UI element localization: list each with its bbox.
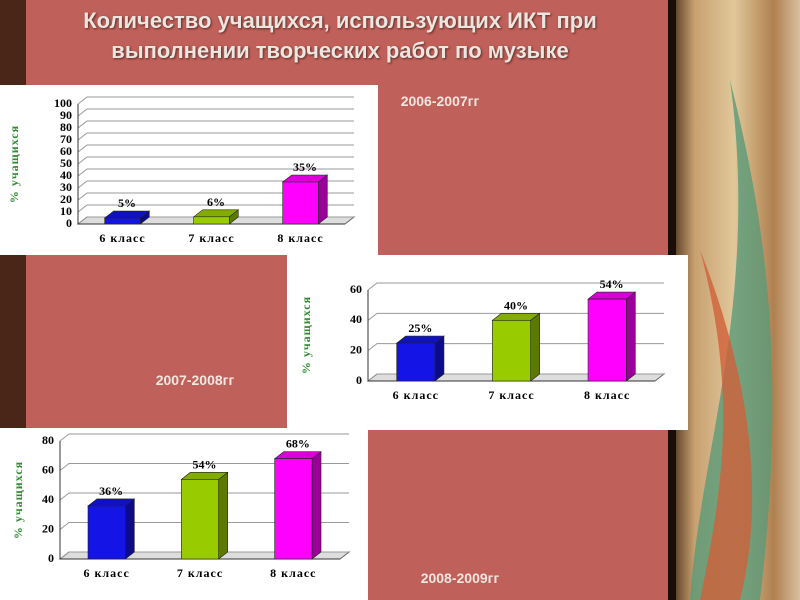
- y-tick-label: 40: [60, 168, 72, 182]
- y-tick-label: 0: [48, 551, 54, 565]
- chart-title: 2008-2009гг: [421, 570, 500, 586]
- y-tick-label: 60: [42, 462, 54, 476]
- grid-line: [77, 180, 354, 189]
- value-label: 35%: [293, 160, 317, 174]
- bar-side: [530, 312, 540, 382]
- value-label: 36%: [99, 484, 123, 498]
- y-axis-label: % учащихся: [11, 461, 25, 539]
- grid-line: [59, 433, 349, 442]
- y-tick-label: 40: [350, 312, 362, 326]
- value-label: 5%: [118, 196, 136, 210]
- grid-line: [77, 132, 354, 141]
- y-tick-label: 20: [60, 192, 72, 206]
- y-tick-label: 10: [60, 204, 72, 218]
- grid-line: [77, 216, 354, 225]
- y-axis-label: % учащихся: [299, 296, 313, 374]
- y-tick-label: 0: [356, 373, 362, 387]
- x-tick-label: 6 класс: [84, 566, 130, 580]
- y-tick-label: 70: [60, 132, 72, 146]
- y-tick-label: 80: [60, 120, 72, 134]
- grid-line: [77, 144, 354, 153]
- grid-line: [77, 156, 354, 165]
- x-tick-label: 7 класс: [188, 231, 234, 245]
- value-label: 68%: [286, 437, 310, 451]
- y-tick-label: 60: [350, 282, 362, 296]
- y-tick-label: 100: [54, 96, 72, 110]
- grid-line: [77, 96, 354, 105]
- bar: [274, 458, 313, 560]
- y-tick-label: 90: [60, 108, 72, 122]
- bar: [492, 320, 531, 382]
- bar-side: [317, 174, 328, 225]
- chart-title: 2007-2008гг: [156, 372, 235, 388]
- y-tick-label: 20: [42, 521, 54, 535]
- bar: [282, 181, 319, 225]
- bar-side: [218, 471, 228, 560]
- y-tick-label: 20: [350, 342, 362, 356]
- grid-line: [367, 312, 664, 321]
- grid-line: [367, 282, 664, 291]
- bar-side: [311, 451, 322, 560]
- value-label: 54%: [600, 277, 624, 291]
- value-label: 54%: [193, 457, 217, 471]
- bar: [181, 479, 219, 560]
- bar: [193, 216, 230, 225]
- bar-side: [125, 498, 135, 560]
- slide-title: Количество учащихся, использующих ИКТ пр…: [83, 8, 597, 63]
- y-tick-label: 0: [66, 216, 72, 230]
- grid-line: [77, 204, 354, 213]
- chart-title: 2006-2007гг: [401, 93, 480, 109]
- decoration: [690, 80, 773, 600]
- x-tick-label: 8 класс: [270, 566, 316, 580]
- bar: [587, 298, 627, 382]
- x-tick-label: 7 класс: [177, 566, 223, 580]
- y-axis-label: % учащихся: [7, 125, 21, 203]
- grid-line: [59, 522, 349, 530]
- y-tick-label: 60: [60, 144, 72, 158]
- decoration: [700, 250, 753, 600]
- bar-side: [434, 335, 445, 382]
- value-label: 6%: [207, 195, 225, 209]
- grid-line: [77, 120, 354, 129]
- grid-line: [59, 551, 349, 560]
- x-tick-label: 8 класс: [277, 231, 323, 245]
- grid-line: [77, 168, 354, 177]
- y-tick-label: 50: [60, 156, 72, 170]
- y-tick-label: 40: [42, 492, 54, 506]
- value-label: 40%: [504, 298, 528, 312]
- x-tick-label: 8 класс: [584, 388, 630, 402]
- y-tick-label: 80: [42, 433, 54, 447]
- chart-area: [0, 85, 378, 255]
- grid-line: [77, 108, 354, 117]
- bar: [87, 505, 126, 560]
- grid-line: [77, 192, 354, 201]
- bar-side: [625, 291, 636, 382]
- grid-line: [367, 373, 664, 382]
- value-label: 25%: [408, 321, 432, 335]
- bar: [104, 217, 141, 225]
- x-tick-label: 6 класс: [99, 231, 145, 245]
- grid-line: [367, 343, 664, 352]
- grid-line: [59, 463, 349, 471]
- bar: [396, 342, 436, 382]
- x-tick-label: 7 класс: [488, 388, 534, 402]
- x-tick-label: 6 класс: [393, 388, 439, 402]
- y-tick-label: 30: [60, 180, 72, 194]
- grid-line: [59, 492, 349, 501]
